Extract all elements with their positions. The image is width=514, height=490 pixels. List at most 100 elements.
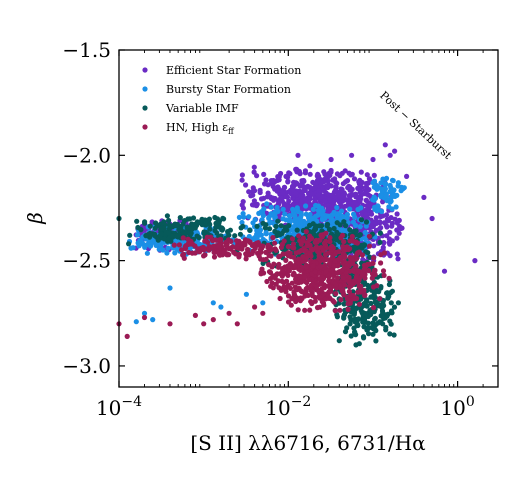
scatter-point [378, 192, 384, 198]
scatter-point [389, 288, 395, 294]
scatter-point [351, 211, 357, 217]
scatter-point [214, 237, 220, 243]
scatter-point [211, 249, 217, 255]
scatter-point [258, 196, 265, 202]
scatter-point [395, 256, 401, 262]
scatter-point [358, 169, 364, 175]
scatter-point [307, 307, 313, 313]
scatter-point [363, 197, 369, 203]
scatter-point [295, 152, 301, 158]
scatter-point [351, 325, 357, 331]
scatter-point [342, 168, 348, 174]
scatter-point [301, 289, 307, 295]
scatter-point [392, 216, 398, 222]
scatter-point [290, 272, 296, 278]
scatter-point [381, 240, 387, 246]
scatter-point [343, 223, 349, 229]
scatter-point [380, 268, 387, 274]
scatter-point [226, 232, 232, 238]
scatter-point [296, 249, 302, 255]
scatter-point [158, 226, 164, 232]
scatter-point [290, 241, 297, 247]
scatter-point [373, 338, 379, 344]
scatter-point [297, 267, 304, 273]
scatter-point [277, 295, 283, 302]
scatter-point [333, 282, 339, 288]
scatter-point [350, 219, 356, 225]
scatter-point [384, 212, 390, 218]
scatter-point [318, 182, 324, 188]
scatter-point [281, 228, 287, 234]
scatter-point [134, 232, 141, 238]
scatter-point [309, 191, 315, 197]
scatter-point [369, 224, 375, 230]
scatter-point [280, 216, 286, 222]
scatter-point [338, 297, 344, 303]
scatter-point [366, 233, 372, 239]
scatter-point [332, 308, 338, 314]
scatter-point [300, 254, 306, 260]
scatter-point [349, 233, 355, 240]
x-axis-label: [S II] λλ6716, 6731/Hα [190, 431, 425, 455]
scatter-point [327, 235, 333, 241]
scatter-point [281, 279, 287, 286]
x-tick-label: 10−2 [265, 394, 311, 420]
scatter-point [205, 239, 211, 245]
legend-marker [142, 86, 148, 92]
scatter-point [360, 319, 366, 325]
scatter-point [359, 252, 365, 258]
scatter-point [336, 249, 342, 255]
scatter-point [367, 254, 373, 260]
scatter-point [285, 299, 292, 305]
scatter-point [298, 198, 304, 204]
y-tick-label: −2.0 [62, 143, 111, 167]
legend-label: Bursty Star Formation [166, 83, 291, 96]
scatter-point [355, 206, 361, 213]
scatter-point [382, 182, 388, 188]
scatter-point [326, 284, 333, 290]
scatter-point [289, 296, 295, 302]
scatter-point [165, 245, 171, 251]
scatter-point [296, 233, 302, 239]
scatter-point [161, 236, 167, 242]
scatter-point [372, 267, 378, 273]
scatter-point [298, 212, 304, 218]
scatter-point [317, 304, 323, 310]
scatter-point [383, 324, 389, 330]
scatter-point [276, 261, 282, 267]
scatter-point [319, 217, 325, 223]
scatter-point [307, 163, 313, 169]
scatter-point [398, 188, 404, 194]
scatter-point [128, 245, 134, 251]
scatter-point [354, 321, 360, 327]
scatter-point [377, 230, 383, 236]
scatter-point [362, 229, 368, 236]
scatter-point [392, 148, 398, 154]
scatter-point [278, 223, 284, 229]
scatter-point [346, 279, 352, 285]
scatter-point [251, 164, 257, 170]
scatter-point [344, 296, 351, 302]
scatter-point [317, 276, 323, 282]
scatter-point [274, 204, 280, 211]
scatter-point [331, 225, 337, 232]
scatter-point [353, 332, 359, 338]
scatter-point [388, 321, 394, 327]
scatter-point [319, 299, 325, 305]
scatter-point [214, 216, 221, 222]
scatter-point [372, 204, 378, 210]
scatter-point [346, 288, 352, 295]
y-tick-label: −1.5 [62, 38, 111, 62]
scatter-point [164, 250, 170, 256]
series-3 [116, 229, 392, 339]
scatter-point [127, 232, 133, 238]
legend-marker [142, 124, 148, 130]
x-tick-label: 10−4 [96, 394, 142, 420]
scatter-point [286, 223, 292, 229]
scatter-point [272, 240, 278, 246]
scatter-point [303, 264, 309, 270]
scatter-point [389, 206, 395, 212]
scatter-point [234, 238, 240, 244]
scatter-point [316, 209, 322, 215]
scatter-point [341, 301, 347, 307]
